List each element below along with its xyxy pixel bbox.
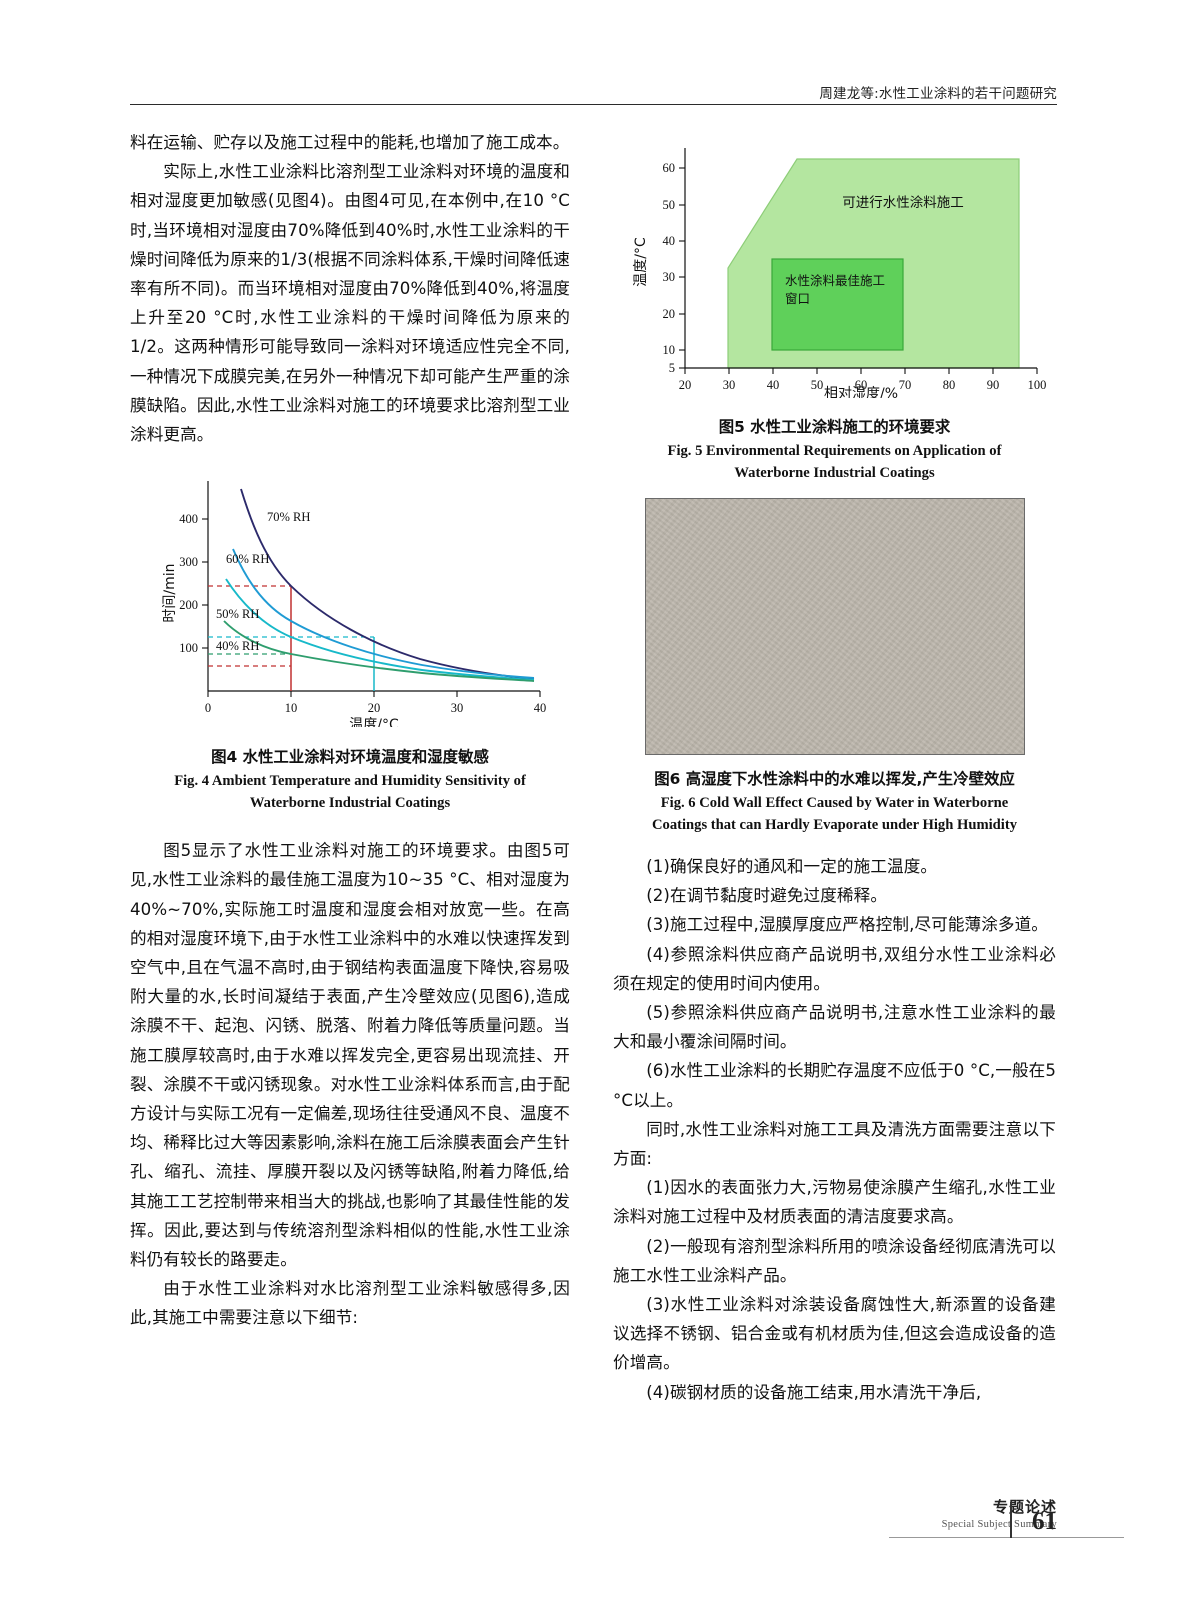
- list2-item-3: (3)水性工业涂料对涂装设备腐蚀性大,新添置的设备建议选择不锈钢、铝合金或有机材…: [613, 1295, 1056, 1373]
- list-item-2: (2)在调节黏度时避免过度稀释。: [646, 886, 888, 906]
- paragraph-3: 图5显示了水性工业涂料对施工的环境要求。由图5可见,水性工业涂料的最佳施工温度为…: [130, 841, 570, 1270]
- region-optimal-label-1: 水性涂料最佳施工: [785, 273, 885, 288]
- figure-6-caption-en-1: Fig. 6 Cold Wall Effect Caused by Water …: [660, 795, 1009, 811]
- svg-text:30: 30: [723, 378, 736, 392]
- svg-text:40: 40: [767, 378, 780, 392]
- figure-4-caption-en-2: Waterborne Industrial Coatings: [249, 795, 451, 812]
- svg-text:20: 20: [663, 307, 676, 321]
- figure-5-caption-en-1: Fig. 5 Environmental Requirements on App…: [667, 443, 1002, 459]
- svg-text:20: 20: [679, 378, 692, 392]
- footer-section-en: Special Subject Summary: [941, 1519, 1057, 1530]
- svg-text:50% RH: 50% RH: [216, 607, 259, 621]
- right-column: 可进行水性涂料施工 水性涂料最佳施工 窗口: [613, 128, 1056, 1407]
- svg-text:30: 30: [663, 270, 676, 284]
- list2-item-4: (4)碳钢材质的设备施工结束,用水清洗干净后,: [646, 1382, 982, 1402]
- svg-text:80: 80: [943, 378, 956, 392]
- figure-5-caption-cn: 图5 水性工业涂料施工的环境要求: [718, 418, 951, 436]
- svg-text:相对湿度/%: 相对湿度/%: [824, 386, 898, 398]
- svg-text:40: 40: [663, 234, 676, 248]
- svg-text:400: 400: [179, 512, 198, 526]
- page-number-divider: [1010, 1502, 1012, 1538]
- footer-rule: [889, 1537, 1124, 1538]
- svg-text:30: 30: [451, 701, 464, 715]
- svg-text:70% RH: 70% RH: [267, 510, 310, 524]
- figure-6-photo: [644, 498, 1025, 755]
- svg-text:时间/min: 时间/min: [162, 564, 178, 623]
- svg-text:温度/°C: 温度/°C: [633, 237, 649, 287]
- list-item-3: (3)施工过程中,湿膜厚度应严格控制,尽可能薄涂多道。: [646, 915, 1049, 935]
- list-item-4: (4)参照涂料供应商产品说明书,双组分水性工业涂料必须在规定的使用时间内使用。: [613, 944, 1056, 993]
- svg-text:20: 20: [368, 701, 381, 715]
- paragraph-4: 由于水性工业涂料对水比溶剂型工业涂料敏感得多,因此,其施工中需要注意以下细节:: [130, 1279, 570, 1328]
- paragraph-2: 实际上,水性工业涂料比溶剂型工业涂料对环境的温度和相对湿度更加敏感(见图4)。由…: [130, 162, 570, 445]
- svg-text:300: 300: [179, 555, 198, 569]
- list-item-1: (1)确保良好的通风和一定的施工温度。: [646, 857, 938, 876]
- svg-text:70: 70: [899, 378, 912, 392]
- figure-5: 可进行水性涂料施工 水性涂料最佳施工 窗口: [613, 130, 1056, 405]
- figure-4-chart: 100 200 300 400 0 10 20 30: [162, 481, 547, 727]
- list-item-5: (5)参照涂料供应商产品说明书,注意水性工业涂料的最大和最小覆涂间隔时间。: [613, 1003, 1056, 1052]
- svg-text:10: 10: [285, 701, 298, 715]
- svg-text:50: 50: [663, 198, 676, 212]
- figure-6-caption-en-2: Coatings that can Hardly Evaporate under…: [651, 817, 1017, 833]
- region-optimal-label-2: 窗口: [785, 291, 810, 306]
- svg-text:60: 60: [663, 161, 676, 175]
- svg-text:40: 40: [534, 701, 547, 715]
- list-item-6: (6)水性工业涂料的长期贮存温度不应低于0 °C,一般在5 °C以上。: [613, 1061, 1057, 1110]
- svg-text:5: 5: [669, 361, 675, 375]
- paragraph-mid: 同时,水性工业涂料对施工工具及清洗方面需要注意以下方面:: [613, 1119, 1056, 1169]
- svg-text:40% RH: 40% RH: [216, 639, 259, 653]
- svg-text:0: 0: [205, 701, 211, 715]
- left-column: 料在运输、贮存以及施工过程中的能耗,也增加了施工成本。 实际上,水性工业涂料比溶…: [130, 128, 570, 1333]
- figure-6-caption-cn: 图6 高湿度下水性涂料中的水难以挥发,产生冷壁效应: [654, 770, 1015, 788]
- list2-item-2: (2)一般现有溶剂型涂料所用的喷涂设备经彻底清洗可以施工水性工业涂料产品。: [613, 1236, 1056, 1285]
- figure-5-caption-en-2: Waterborne Industrial Coatings: [734, 465, 935, 481]
- svg-text:60: 60: [855, 378, 868, 392]
- svg-text:50: 50: [811, 378, 824, 392]
- svg-text:10: 10: [663, 343, 676, 357]
- footer-section-cn: 专题论述: [992, 1498, 1057, 1516]
- paragraph-1: 料在运输、贮存以及施工过程中的能耗,也增加了施工成本。: [130, 133, 570, 152]
- svg-text:温度/°C: 温度/°C: [349, 717, 399, 727]
- footer: 专题论述 Special Subject Summary: [942, 1496, 1057, 1530]
- svg-text:60% RH: 60% RH: [226, 552, 269, 566]
- running-head: 周建龙等:水性工业涂料的若干问题研究: [819, 86, 1057, 102]
- svg-text:100: 100: [179, 641, 198, 655]
- list2-item-1: (1)因水的表面张力大,污物易使涂膜产生缩孔,水性工业涂料对施工过程中及材质表面…: [613, 1178, 1056, 1227]
- figure-4-caption-cn: 图4 水性工业涂料对环境温度和湿度敏感: [211, 748, 489, 767]
- region-optimal: [771, 258, 904, 351]
- svg-text:90: 90: [987, 378, 1000, 392]
- header-rule: [130, 104, 1057, 105]
- svg-text:100: 100: [1028, 378, 1047, 392]
- figure-4: 100 200 300 400 0 10 20 30: [130, 465, 570, 735]
- page-number: 61: [1032, 1508, 1057, 1535]
- photo-grain: [645, 499, 1024, 754]
- figure-4-caption-en-1: Fig. 4 Ambient Temperature and Humidity …: [174, 773, 526, 790]
- region-workable-label: 可进行水性涂料施工: [842, 195, 964, 211]
- figure-5-chart: 可进行水性涂料施工 水性涂料最佳施工 窗口: [633, 148, 1047, 398]
- svg-text:200: 200: [179, 598, 198, 612]
